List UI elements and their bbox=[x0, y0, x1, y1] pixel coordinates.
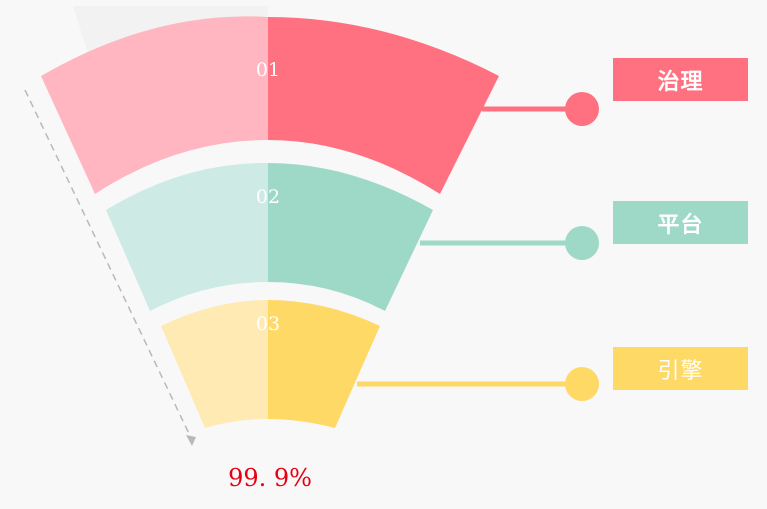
label-tag-1-text: 治理 bbox=[657, 69, 704, 95]
percentage-value: 99. 9% bbox=[228, 464, 312, 492]
label-tag-2: 平台 bbox=[613, 201, 748, 244]
segment-1: 01 bbox=[41, 16, 499, 194]
label-tag-2-text: 平台 bbox=[657, 212, 704, 238]
connector-1 bbox=[482, 92, 599, 126]
segment-3-right bbox=[268, 300, 380, 428]
segment-3: 03 bbox=[161, 300, 380, 428]
segment-3-number: 03 bbox=[256, 313, 280, 335]
label-tag-3-text: 引擎 bbox=[657, 358, 704, 384]
connector-2-dot bbox=[565, 226, 599, 260]
dashed-guide-line bbox=[24, 89, 193, 441]
label-tag-1: 治理 bbox=[613, 58, 748, 101]
connector-3 bbox=[357, 367, 599, 401]
segment-2-number: 02 bbox=[256, 186, 280, 208]
connector-1-dot bbox=[565, 92, 599, 126]
label-tag-3: 引擎 bbox=[613, 347, 748, 390]
connector-3-dot bbox=[565, 367, 599, 401]
segment-1-left bbox=[41, 16, 268, 194]
dashed-guide-arrowhead bbox=[186, 435, 196, 446]
segment-1-number: 01 bbox=[256, 59, 280, 81]
connector-2 bbox=[420, 226, 599, 260]
segment-2: 02 bbox=[106, 162, 433, 311]
segment-2-left bbox=[106, 162, 268, 311]
segment-2-right bbox=[268, 163, 433, 311]
segment-1-right bbox=[268, 17, 499, 194]
segment-3-left bbox=[161, 300, 268, 428]
